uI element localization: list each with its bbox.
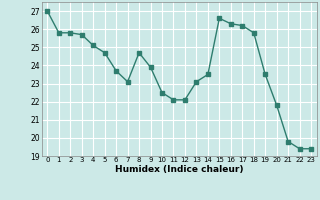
- X-axis label: Humidex (Indice chaleur): Humidex (Indice chaleur): [115, 165, 244, 174]
